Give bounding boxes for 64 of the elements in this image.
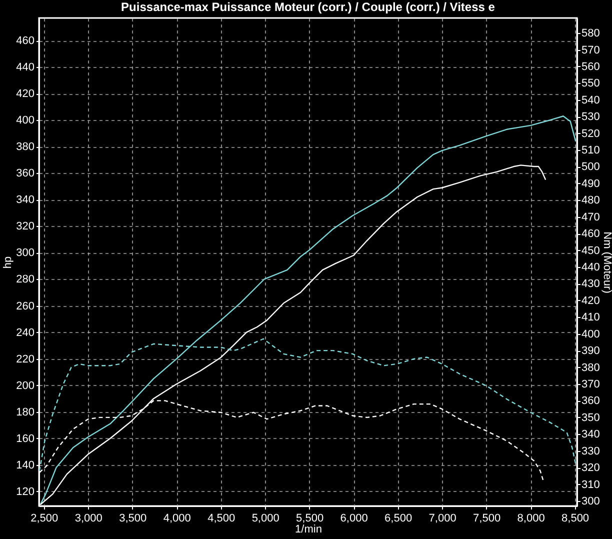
y2-tick-label: 520	[582, 128, 600, 140]
y2-tick-label: 360	[582, 395, 600, 408]
x-axis-title: 1/min	[295, 524, 322, 536]
y-tick-label: 420	[16, 88, 34, 100]
y2-tick-label: 370	[582, 378, 600, 390]
y-tick-label: 300	[16, 247, 34, 260]
y2-tick-label: 500	[582, 161, 600, 174]
x-tick-label: 6,000	[340, 512, 368, 524]
x-tick-label: 3,000	[74, 512, 102, 524]
y2-tick-label: 510	[582, 144, 600, 157]
y-tick-label: 200	[16, 380, 34, 392]
y-tick-label: 280	[16, 274, 34, 286]
x-tick-label: 7,000	[428, 512, 456, 524]
y-tick-label: 400	[16, 114, 34, 127]
y2-tick-label: 320	[582, 462, 600, 474]
y-tick-label: 120	[16, 486, 34, 498]
x-tick-label: 8,500	[562, 512, 590, 524]
y2-tick-label: 300	[582, 495, 600, 508]
y2-tick-label: 490	[582, 178, 600, 190]
y2-tick-label: 440	[582, 262, 600, 274]
y2-tick-label: 480	[582, 194, 600, 207]
y-tick-label: 340	[16, 194, 34, 206]
y2-tick-label: 430	[582, 278, 600, 290]
y-tick-label: 260	[16, 300, 34, 312]
y2-tick-label: 340	[582, 428, 600, 441]
y-tick-label: 240	[16, 326, 34, 339]
x-tick-label: 6,500	[384, 512, 412, 524]
y2-axis-title: Nm (Moteur)	[600, 232, 612, 294]
x-tick-label: 7,500	[473, 512, 501, 524]
y-tick-label: 460	[16, 35, 34, 48]
y-tick-label: 380	[16, 141, 34, 154]
x-tick-label: 5,000	[252, 512, 280, 524]
y2-tick-label: 470	[582, 211, 600, 224]
chart-title: Puissance-max Puissance Moteur (corr.) / Couple (corr.) / Vitess e	[121, 0, 496, 14]
y2-tick-label: 380	[582, 362, 600, 374]
y-tick-label: 440	[16, 62, 34, 74]
x-tick-label: 3,500	[119, 512, 147, 524]
y-tick-label: 220	[16, 353, 34, 366]
y2-tick-label: 350	[582, 412, 600, 424]
y2-tick-label: 450	[582, 244, 600, 257]
y2-tick-label: 410	[582, 312, 600, 324]
y-tick-label: 320	[16, 220, 34, 233]
y2-tick-label: 420	[582, 294, 600, 307]
y2-tick-label: 400	[582, 328, 600, 340]
y-tick-label: 140	[16, 459, 34, 472]
y2-tick-label: 310	[582, 478, 600, 491]
y2-tick-label: 570	[582, 44, 600, 56]
x-tick-label: 8,000	[517, 512, 545, 524]
y-tick-label: 180	[16, 406, 34, 418]
y2-tick-label: 460	[582, 228, 600, 240]
x-tick-label: 4,500	[208, 512, 236, 524]
x-tick-label: 4,000	[163, 512, 191, 524]
y-tick-label: 160	[16, 432, 34, 445]
y2-tick-label: 390	[582, 345, 600, 358]
y2-tick-label: 580	[582, 28, 600, 40]
y2-tick-label: 550	[582, 78, 600, 90]
y2-tick-label: 540	[582, 94, 600, 106]
x-tick-label: 2,500	[30, 512, 58, 524]
y-tick-label: 360	[16, 168, 34, 180]
y-axis-title: hp	[2, 256, 14, 269]
y2-tick-label: 560	[582, 60, 600, 73]
y2-tick-label: 330	[582, 445, 600, 458]
x-tick-label: 5,500	[296, 512, 324, 524]
y2-tick-label: 530	[582, 111, 600, 124]
